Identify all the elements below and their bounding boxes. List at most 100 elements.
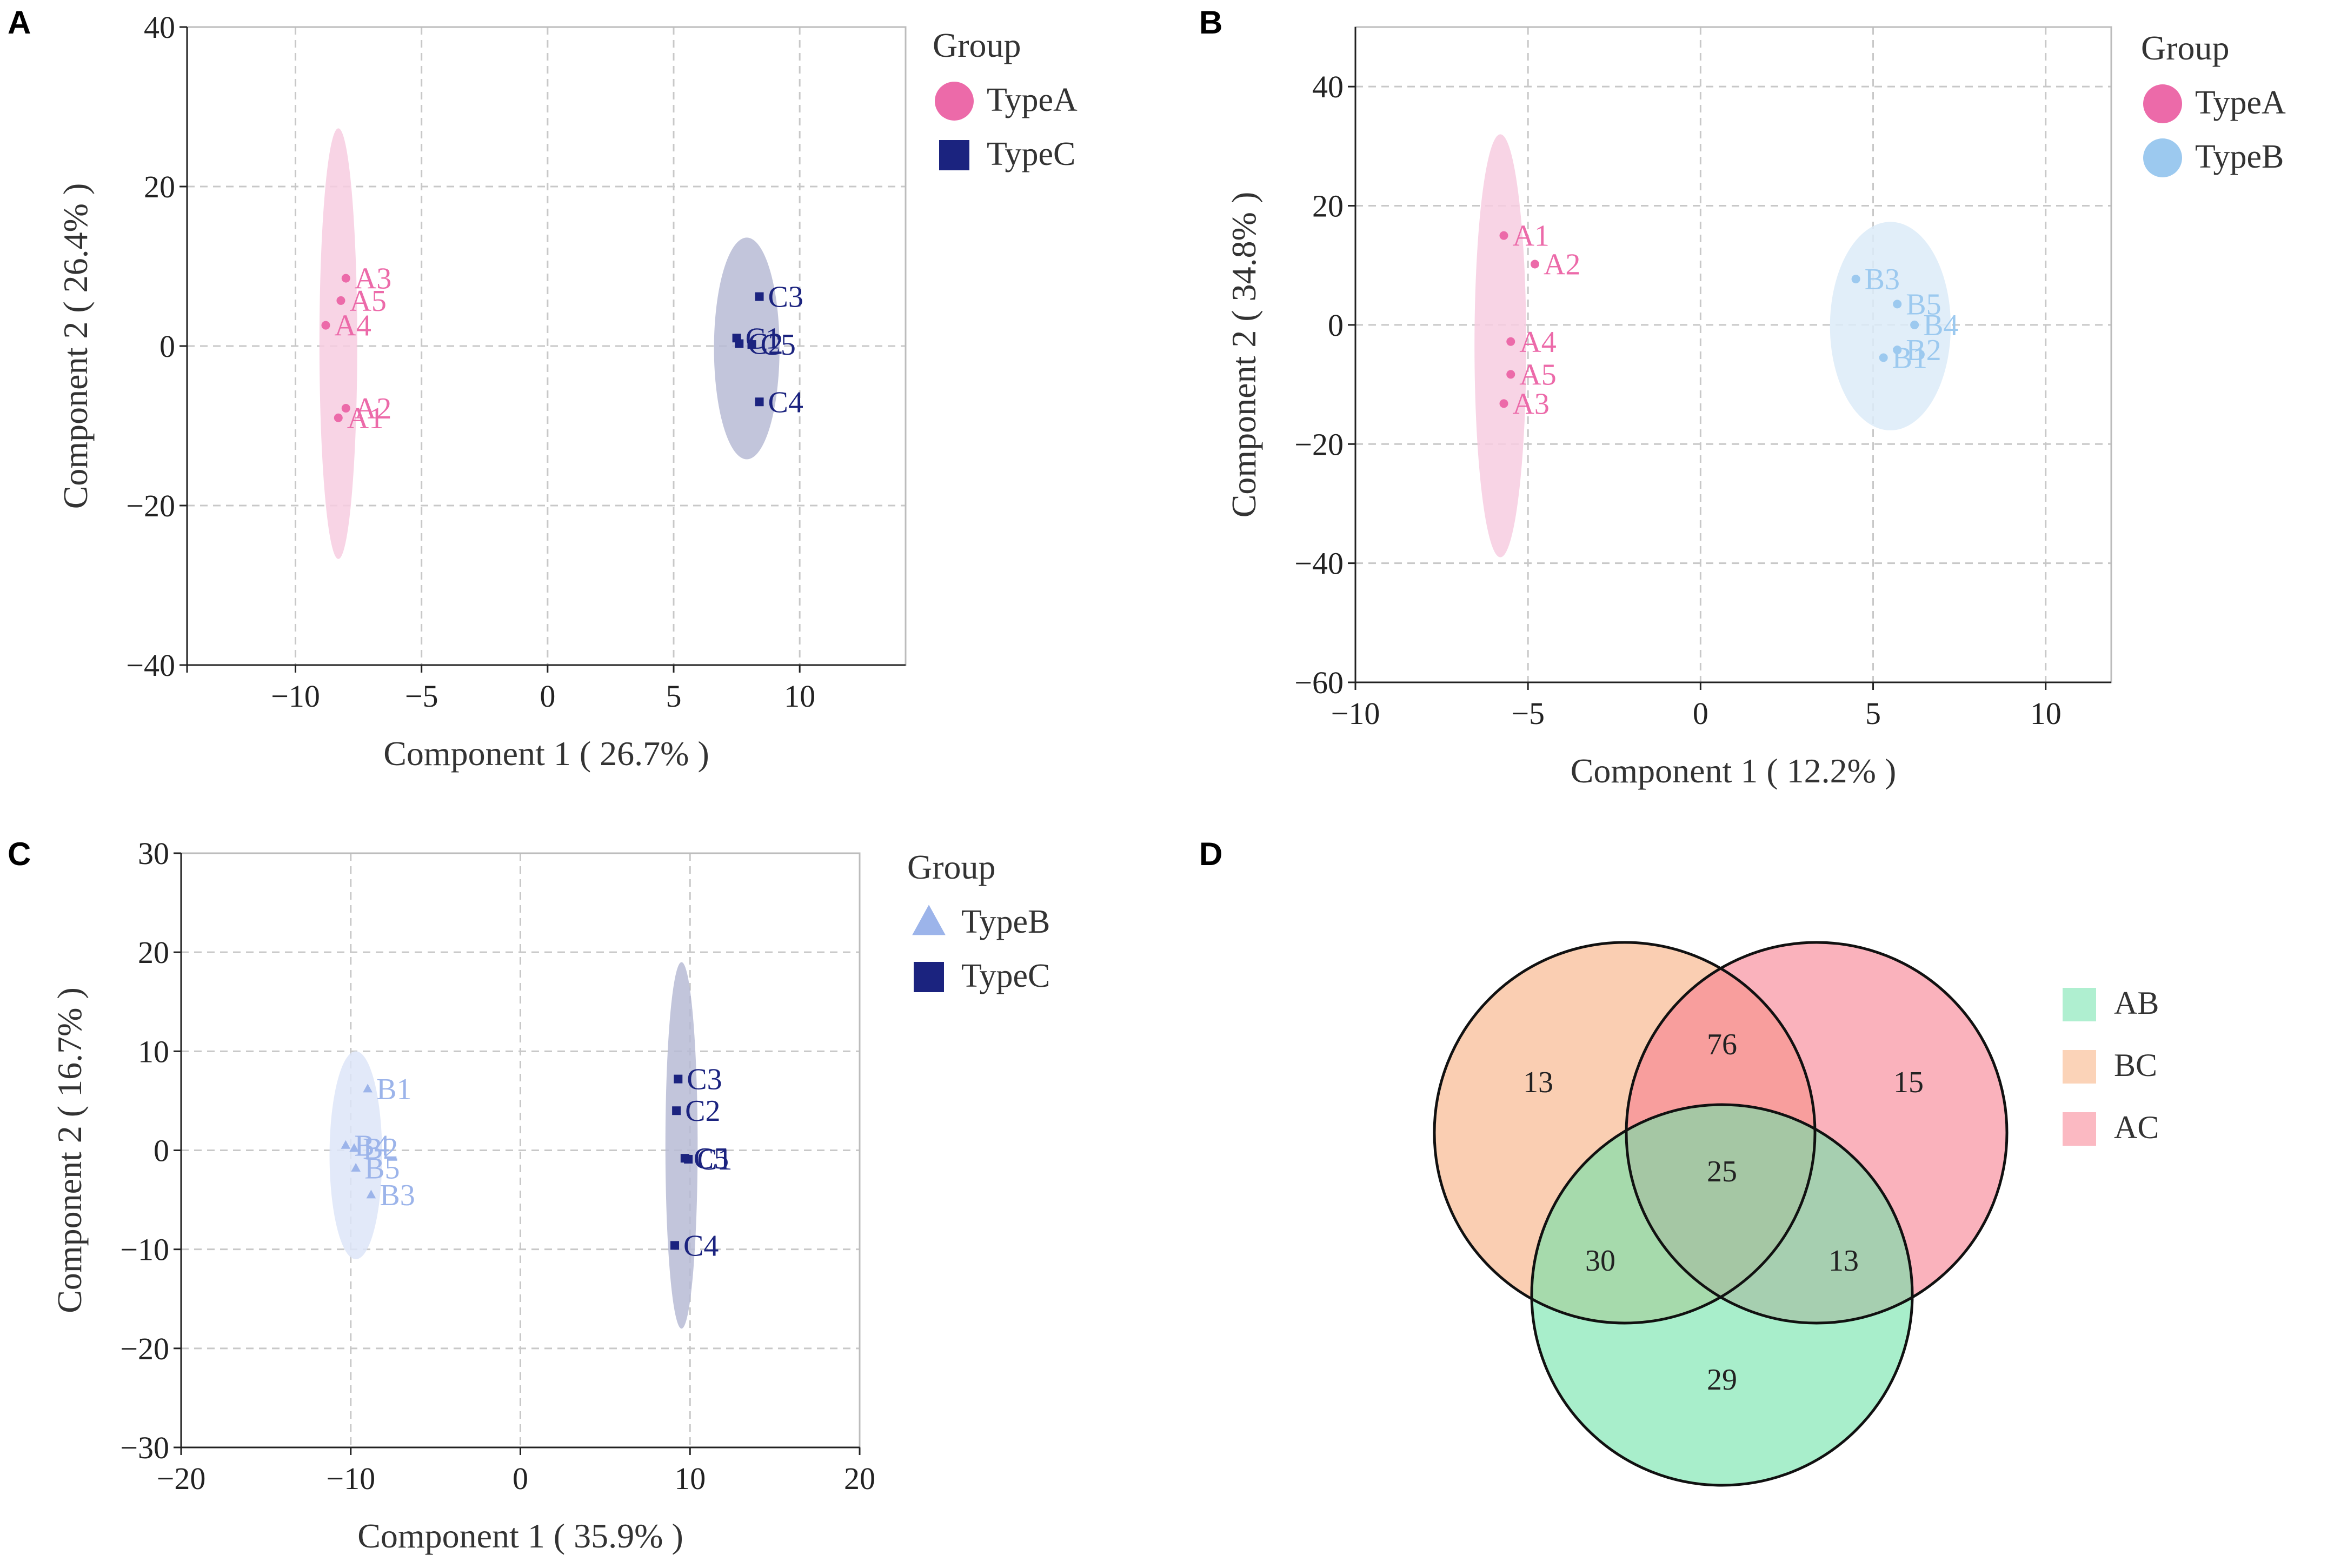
legend-swatch-bc xyxy=(2063,1050,2096,1084)
confidence-ellipse-typeb xyxy=(329,1051,382,1259)
point-label: C4 xyxy=(683,1229,719,1263)
x-tick-label: 10 xyxy=(674,1461,706,1496)
legend-swatch-ac xyxy=(2063,1112,2096,1146)
y-axis-title: Component 2 ( 26.4% ) xyxy=(56,183,95,509)
data-point xyxy=(755,397,764,407)
y-tick-label: −20 xyxy=(120,1331,169,1366)
panel-b-pca: B −10 −5 0 5 10 −60 −40 −20 0 20 40 Component 1 ( 12… xyxy=(1199,4,2286,790)
x-tick-label: −20 xyxy=(157,1461,206,1496)
data-point xyxy=(755,292,764,301)
y-tick-label: 0 xyxy=(154,1133,169,1168)
legend-label: BC xyxy=(2114,1047,2157,1083)
data-point xyxy=(363,1084,373,1093)
data-point xyxy=(672,1106,681,1115)
legend-swatch-ab xyxy=(2063,988,2096,1021)
x-tick-label: 0 xyxy=(1693,696,1708,731)
data-point xyxy=(351,1162,361,1172)
y-tick-label: −40 xyxy=(1294,546,1344,581)
data-point xyxy=(1530,260,1539,269)
point-label: C1 xyxy=(746,322,781,355)
panel-d-venn: D 13 15 29 76 30 13 25 AB BC AC xyxy=(1199,836,2159,1487)
x-tick-label: 0 xyxy=(540,679,555,714)
legend-title: Group xyxy=(2141,29,2230,67)
x-axis-title: Component 1 ( 35.9% ) xyxy=(357,1517,683,1555)
venn-region-count: 76 xyxy=(1707,1028,1737,1061)
data-point xyxy=(1893,300,1902,309)
x-tick-label: 5 xyxy=(666,679,681,714)
data-point xyxy=(1851,275,1860,284)
legend-label: TypeC xyxy=(987,136,1075,172)
point-label: B2 xyxy=(363,1132,398,1166)
y-tick-label: 10 xyxy=(138,1034,169,1069)
y-tick-label: −40 xyxy=(126,648,175,683)
point-label: A4 xyxy=(1519,325,1556,359)
x-tick-label: 5 xyxy=(1865,696,1881,731)
data-point xyxy=(1499,399,1508,408)
point-label: A1 xyxy=(1512,220,1549,253)
point-label: C2 xyxy=(685,1094,720,1128)
confidence-ellipse-typec xyxy=(665,962,698,1329)
data-point xyxy=(341,1140,351,1149)
venn-region-count: 29 xyxy=(1707,1363,1737,1397)
data-point xyxy=(341,404,350,413)
data-point xyxy=(366,1190,376,1199)
y-tick-label: 0 xyxy=(159,329,175,364)
y-tick-label: 20 xyxy=(144,169,175,204)
legend-label: TypeB xyxy=(2195,138,2284,175)
y-tick-label: 20 xyxy=(1312,189,1344,224)
x-tick-label: 10 xyxy=(2030,696,2062,731)
y-tick-label: 20 xyxy=(138,935,169,970)
panel-letter: A xyxy=(8,4,31,41)
y-tick-label: 40 xyxy=(144,10,175,45)
legend-title: Group xyxy=(907,848,996,886)
point-label: A1 xyxy=(347,402,384,435)
y-axis-title: Component 2 ( 16.7% ) xyxy=(50,987,89,1313)
legend-label: TypeC xyxy=(961,958,1050,994)
data-point xyxy=(1499,231,1508,240)
venn-region-count: 13 xyxy=(1523,1066,1553,1099)
panel-a-pca: A −10 −5 0 5 10 −40 −20 0 20 40 Component 1 ( 26.7%… xyxy=(8,4,1078,773)
data-point xyxy=(1506,370,1515,379)
legend-label: AC xyxy=(2114,1109,2159,1145)
legend-label: TypeA xyxy=(2195,84,2286,121)
panel-letter: B xyxy=(1199,4,1222,41)
x-tick-label: −5 xyxy=(1511,696,1545,731)
data-point xyxy=(334,413,343,422)
venn-region-count: 15 xyxy=(1893,1066,1924,1099)
point-label: B2 xyxy=(1906,334,1941,367)
legend-label: TypeA xyxy=(987,82,1078,118)
x-tick-label: −10 xyxy=(1331,696,1380,731)
panel-letter: C xyxy=(8,836,31,872)
point-label: B5 xyxy=(364,1152,400,1185)
y-tick-label: −10 xyxy=(120,1232,169,1267)
point-label: A4 xyxy=(334,309,371,343)
point-label: C3 xyxy=(687,1063,722,1097)
y-tick-label: −30 xyxy=(120,1430,169,1465)
x-tick-label: −5 xyxy=(405,679,438,714)
data-point xyxy=(747,340,756,349)
panel-letter: D xyxy=(1199,836,1222,872)
data-point xyxy=(680,1154,689,1163)
point-label: B4 xyxy=(1923,309,1958,342)
point-label: C5 xyxy=(761,328,796,362)
y-tick-label: 30 xyxy=(138,836,169,871)
venn-region-count: 25 xyxy=(1707,1155,1737,1188)
x-tick-label: 10 xyxy=(784,679,815,714)
legend-marker-typea xyxy=(935,82,974,121)
x-tick-label: 0 xyxy=(513,1461,528,1496)
point-label: B1 xyxy=(376,1073,411,1106)
legend-marker-typec xyxy=(914,962,944,992)
data-point xyxy=(341,274,350,283)
point-label: B5 xyxy=(1906,288,1941,321)
data-point xyxy=(674,1074,683,1084)
y-tick-label: 40 xyxy=(1312,69,1344,104)
point-label: A5 xyxy=(1519,358,1556,391)
plot-frame xyxy=(1354,26,2112,683)
point-label: B4 xyxy=(354,1129,389,1162)
point-label: A2 xyxy=(1544,248,1580,282)
venn-outline-ac xyxy=(1625,941,2009,1325)
confidence-ellipse-typea xyxy=(319,128,357,559)
point-label: A3 xyxy=(355,262,391,296)
venn-outline-bc xyxy=(1433,941,1817,1325)
